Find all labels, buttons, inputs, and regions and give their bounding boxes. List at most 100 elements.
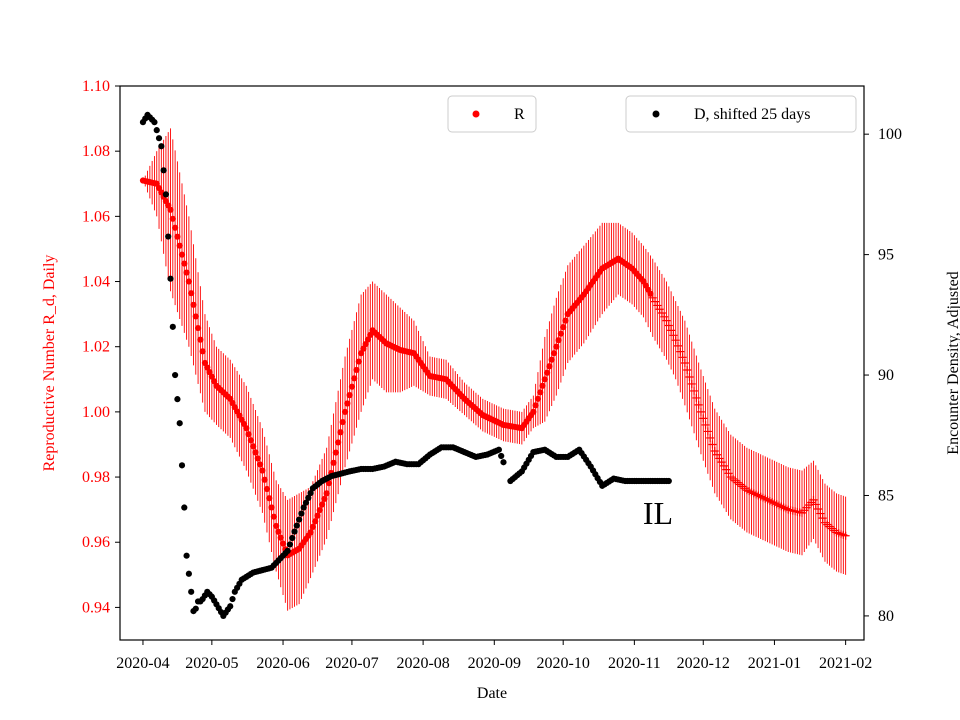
r-point: [669, 331, 678, 340]
r-point: [664, 321, 673, 330]
r-point: [816, 509, 825, 518]
x-tick-label: 2020-05: [185, 655, 238, 672]
d-point: [498, 452, 505, 460]
r-point: [172, 224, 179, 231]
plot-frame: [119, 85, 865, 641]
r-point: [314, 512, 321, 519]
r-point: [337, 429, 344, 436]
legend-d-box: [625, 95, 857, 133]
y-right-axis-label: Encounter Density, Adjusted: [945, 271, 960, 454]
r-point: [360, 345, 367, 352]
legend-r-box: [447, 95, 537, 133]
d-point: [291, 528, 298, 535]
r-point: [662, 316, 671, 325]
r-point: [562, 317, 569, 324]
r-point: [341, 408, 349, 415]
r-point: [811, 500, 820, 509]
r-point: [208, 373, 215, 380]
region-annotation: IL: [643, 495, 673, 531]
x-tick-label: 2020-11: [608, 655, 661, 672]
r-point: [358, 350, 365, 357]
r-point: [692, 393, 701, 402]
r-point: [708, 440, 717, 449]
d-point: [307, 489, 314, 497]
d-point: [165, 233, 172, 240]
x-tick-label: 2020-07: [325, 655, 378, 672]
r-point: [676, 347, 685, 356]
d-point: [305, 494, 312, 501]
r-point: [270, 513, 277, 520]
r-point: [544, 369, 551, 376]
r-point: [252, 449, 259, 456]
r-point: [183, 269, 190, 276]
x-tick-label: 2021-02: [819, 655, 872, 672]
d-point: [302, 499, 310, 506]
r-point: [541, 376, 548, 383]
r-point: [176, 242, 183, 249]
d-point: [192, 605, 199, 612]
r-point: [699, 414, 708, 423]
r-point: [557, 330, 564, 337]
d-point: [162, 191, 170, 198]
r-point: [169, 215, 176, 222]
r-point: [316, 507, 323, 514]
r-point: [192, 313, 199, 320]
r-point: [206, 369, 213, 376]
d-point: [185, 570, 192, 577]
r-point: [204, 364, 211, 371]
y-right-tick-label: 80: [878, 608, 894, 625]
d-point: [296, 516, 303, 523]
d-point: [495, 446, 502, 453]
r-point: [814, 504, 823, 513]
r-point: [647, 290, 654, 297]
y-left-tick-label: 0.98: [82, 469, 110, 486]
r-point: [307, 529, 314, 536]
r-point: [188, 290, 195, 297]
d-point: [155, 135, 163, 142]
r-point: [685, 372, 694, 381]
r-point: [537, 389, 544, 396]
d-point: [176, 420, 183, 427]
r-point: [197, 336, 204, 343]
r-point: [534, 395, 542, 402]
y-left-tick-label: 1.02: [82, 339, 110, 356]
r-point: [332, 449, 339, 456]
r-point: [167, 206, 174, 213]
r-point: [245, 431, 252, 438]
d-point: [227, 603, 234, 610]
d-series-points: [139, 111, 672, 620]
y-left-tick-label: 0.94: [82, 599, 110, 616]
d-point: [188, 588, 195, 595]
d-point: [289, 534, 296, 542]
r-point: [247, 437, 254, 444]
d-point: [178, 462, 186, 469]
d-point: [286, 541, 294, 548]
legend-r-marker: [472, 110, 480, 118]
r-point: [560, 324, 567, 331]
y-left-axis-label: Reproductive Number R_d, Daily: [41, 255, 58, 472]
x-tick-label: 2021-01: [748, 655, 801, 672]
d-point: [284, 547, 291, 554]
x-tick-label: 2020-06: [256, 655, 309, 672]
x-tick-label: 2020-10: [537, 655, 590, 672]
r-point: [181, 260, 188, 267]
r-point: [259, 467, 266, 474]
legend-d-marker: [652, 110, 660, 118]
y-right-tick-label: 90: [878, 367, 894, 384]
r-point: [321, 495, 328, 503]
r-point: [266, 495, 273, 502]
y-left-tick-label: 1.08: [82, 143, 110, 160]
r-point: [553, 343, 560, 350]
legend-r-label: R: [514, 106, 525, 123]
r-point: [256, 461, 264, 468]
d-point: [153, 127, 160, 134]
r-point: [201, 359, 209, 367]
r-point: [268, 504, 275, 511]
r-point: [335, 439, 342, 446]
d-point: [298, 510, 305, 517]
d-point: [183, 552, 190, 559]
y-right-tick-label: 85: [878, 487, 894, 504]
r-point: [346, 392, 353, 399]
r-point: [211, 378, 218, 385]
r-point: [348, 383, 356, 390]
